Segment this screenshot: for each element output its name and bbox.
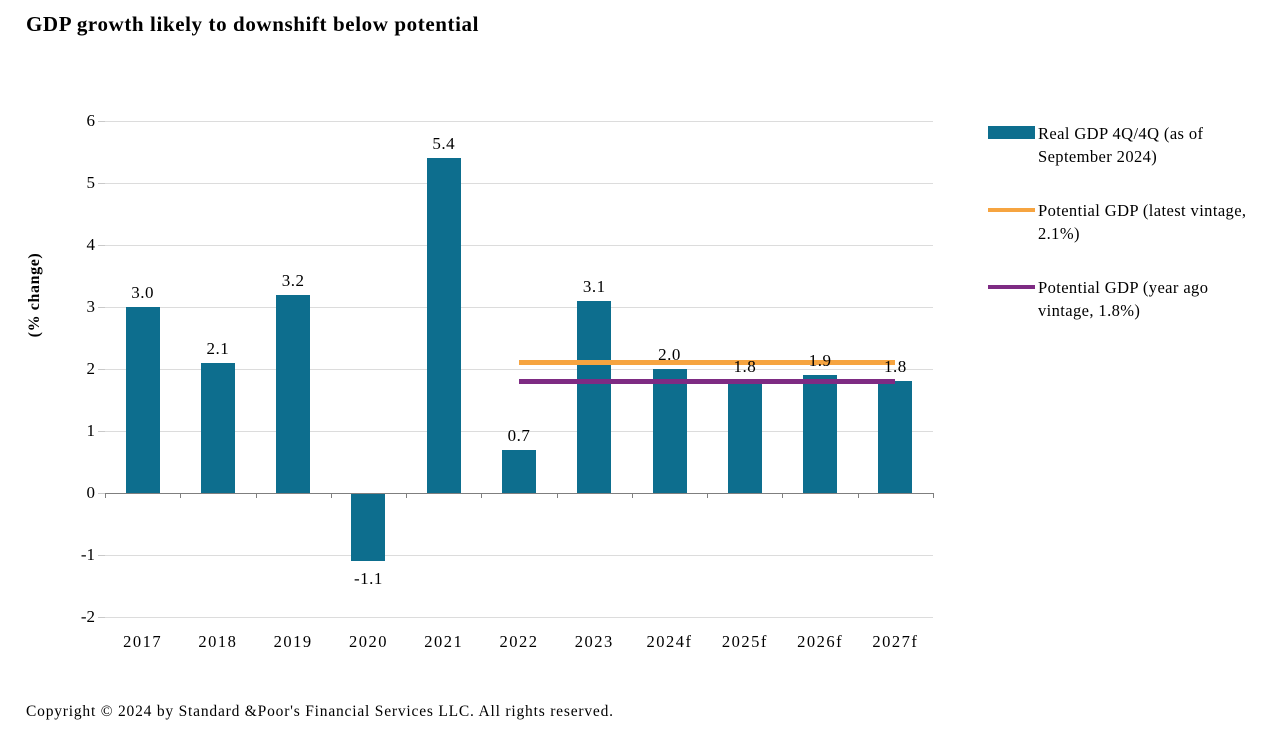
plot-area: -2 -1 0 1 2 3 4 5 6 3.0 2.1 3.2 -1.1 5.4 0.7 3.1 2.0 1.8 1…	[81, 111, 934, 626]
gridline	[105, 617, 933, 618]
y-tick-label: 4	[86, 235, 96, 254]
bar-2023	[577, 300, 612, 493]
x-axis-tick	[556, 493, 558, 498]
bar-2019	[276, 294, 311, 493]
legend-item: Potential GDP (year ago vintage, 1.8%)	[988, 276, 1258, 322]
x-tick-label: 2027f	[872, 632, 919, 651]
x-tick-label: 2025f	[721, 632, 768, 651]
bar-2020	[351, 493, 386, 562]
legend-item: Real GDP 4Q/4Q (as of September 2024)	[988, 122, 1258, 168]
bar-2017	[125, 307, 160, 493]
x-tick-label: 2023	[574, 632, 614, 651]
bar-2027f	[878, 381, 913, 493]
y-axis-tick	[98, 431, 105, 432]
gridline	[105, 369, 933, 370]
legend-swatch-wrap	[988, 276, 1035, 289]
x-axis-line	[105, 493, 933, 494]
x-axis-tick	[933, 493, 934, 498]
legend-item: Potential GDP (latest vintage, 2.1%)	[988, 199, 1258, 245]
x-axis-tick	[782, 493, 784, 498]
legend-line-swatch	[988, 285, 1035, 289]
x-axis-tick	[330, 493, 332, 498]
x-axis-tick	[105, 493, 106, 498]
bar-value-label: 2.1	[206, 338, 230, 358]
y-tick-label: -2	[80, 607, 95, 626]
potential-gdp-line	[519, 378, 896, 384]
gridline	[105, 245, 933, 246]
y-axis-tick	[98, 121, 105, 122]
x-axis-tick	[707, 493, 709, 498]
bar-2025f	[727, 381, 762, 493]
x-axis-tick	[481, 493, 483, 498]
bar-value-label: 1.9	[808, 351, 832, 371]
bar-2021	[426, 158, 461, 493]
y-axis-tick	[98, 183, 105, 184]
x-tick-label: 2017	[123, 632, 163, 651]
y-axis-tick	[98, 307, 105, 308]
gridline	[105, 431, 933, 432]
y-tick-label: -1	[80, 545, 95, 564]
x-axis-tick	[255, 493, 257, 498]
bar-value-label: 3.1	[582, 276, 606, 296]
bar-value-label: 1.8	[883, 357, 907, 377]
x-tick-label: 2019	[273, 632, 313, 651]
bar-value-label: 3.0	[131, 283, 154, 302]
gridline	[105, 555, 933, 556]
legend: Real GDP 4Q/4Q (as of September 2024) Pot…	[988, 122, 1258, 353]
y-tick-label: 1	[86, 421, 96, 440]
x-tick-label: 2020	[348, 632, 388, 651]
gridline	[105, 121, 933, 122]
gridline	[105, 307, 933, 308]
gridline	[105, 183, 933, 184]
y-axis-tick	[98, 555, 105, 556]
bar-value-label: 2.0	[658, 345, 681, 364]
x-axis-tick	[406, 493, 408, 498]
bar-2026f	[803, 375, 838, 493]
bar-2018	[200, 362, 235, 493]
potential-gdp-line	[519, 360, 896, 366]
bar-value-label: 3.2	[281, 270, 305, 290]
chart-title: GDP growth likely to downshift below pot…	[26, 12, 480, 36]
x-axis-tick	[631, 493, 633, 498]
legend-swatch-wrap	[988, 199, 1035, 212]
legend-line-swatch	[988, 208, 1035, 212]
y-axis-title: (% change)	[26, 252, 43, 338]
bar-value-label: 5.4	[432, 134, 456, 154]
y-tick-label: 3	[86, 297, 96, 316]
legend-label: Potential GDP (year ago vintage, 1.8%)	[1038, 278, 1209, 320]
x-axis-tick	[857, 493, 859, 498]
bar-2022	[502, 449, 536, 493]
x-tick-label: 2026f	[797, 632, 844, 651]
x-tick-label: 2024f	[646, 632, 693, 651]
bar-value-label: -1.1	[353, 569, 383, 589]
bar-value-label: 0.7	[507, 425, 531, 445]
y-tick-label: 5	[86, 173, 96, 192]
y-tick-label: 2	[86, 359, 96, 378]
y-tick-label: 0	[86, 483, 96, 502]
x-axis-labels: 2017 2018 2019 2020 2021 2022 2023 2024f 2025f 20…	[105, 632, 933, 654]
legend-swatch-wrap	[988, 122, 1035, 139]
legend-label: Potential GDP (latest vintage, 2.1%)	[1038, 201, 1247, 243]
x-tick-label: 2018	[198, 632, 238, 651]
y-axis-tick	[98, 617, 105, 618]
bar-value-label: 1.8	[733, 357, 757, 377]
bar-2024f	[652, 369, 687, 493]
x-tick-label: 2022	[499, 632, 539, 651]
x-axis-tick	[180, 493, 182, 498]
legend-label: Real GDP 4Q/4Q (as of September 2024)	[1038, 124, 1204, 166]
y-axis-tick	[98, 245, 105, 246]
x-tick-label: 2021	[424, 632, 464, 651]
legend-bar-swatch	[988, 126, 1035, 139]
copyright-note: Copyright © 2024 by Standard &Poor's Fin…	[26, 703, 614, 720]
y-axis-tick	[98, 369, 105, 370]
y-tick-label: 6	[86, 111, 96, 130]
y-axis-tick	[98, 493, 105, 494]
